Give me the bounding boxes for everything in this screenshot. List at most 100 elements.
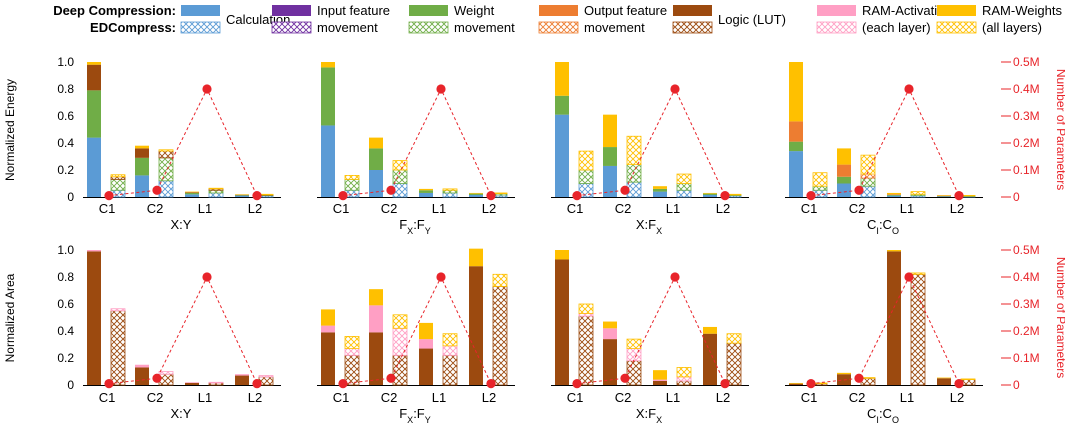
y2tick-label: 0.2M [1013, 324, 1040, 338]
params-point-C1 [338, 191, 348, 201]
category-label: C1 [567, 201, 584, 216]
bar-dc-L1-ramw [887, 250, 901, 252]
bar-ed-C1-wmov [812, 185, 828, 191]
bar-ed-L1-ramact [676, 376, 692, 382]
params-point-L2 [252, 379, 262, 389]
bar-ed-L1-logic [676, 380, 692, 386]
legend-swatch-dc-logic [673, 5, 712, 16]
panel-title-title_main: C [867, 217, 876, 232]
bar-dc-L1-logic [185, 382, 199, 385]
legend-label-ramw-line1: RAM-Weights [982, 3, 1062, 18]
panel-title-title_mid: :F [413, 406, 425, 421]
panel-title-title_sub2: O [892, 226, 899, 236]
y2tick-label: 0.1M [1013, 351, 1040, 365]
category-label: C1 [801, 390, 818, 405]
y2tick-label: 0.4M [1013, 82, 1040, 96]
legend-dc-label: Deep Compression: [53, 3, 176, 18]
bar-dc-L2-ramw [469, 248, 483, 267]
bar-dc-L1-outmov [887, 194, 901, 195]
ytick-label: 0 [67, 378, 74, 392]
bar-dc-L1-wmov [653, 188, 667, 192]
bar-ed-L2-logic [726, 342, 742, 386]
bar-ed-L1-wmov [442, 189, 458, 194]
params-point-C2 [152, 185, 162, 195]
params-point-C2 [854, 373, 864, 383]
bar-dc-C2-calc [603, 165, 617, 197]
bar-dc-L2-calc [937, 196, 951, 197]
bar-ed-C1-ramw [344, 335, 360, 349]
params-line [810, 87, 960, 197]
panel-title-title_sub2: X [656, 415, 662, 425]
bar-dc-C1-outmov [789, 121, 803, 142]
bar-ed-L1-ramact [442, 345, 458, 356]
bar-dc-L2-wmov [703, 193, 717, 195]
legend-swatch-ed-calc [180, 21, 221, 34]
bar-dc-C2-logic [135, 148, 149, 158]
panel-title-title_main: C [867, 406, 876, 421]
bar-ed-L1-calc [442, 192, 458, 198]
params-point-C2 [386, 373, 396, 383]
bar-ed-L1-ramw [442, 333, 458, 347]
category-label: L1 [432, 201, 446, 216]
legend-label-outmov-line2: movement [584, 20, 645, 35]
params-point-L2 [720, 191, 730, 201]
params-point-L1 [436, 272, 446, 282]
params-point-L1 [202, 84, 212, 94]
panel-title: FX:FY [399, 406, 431, 425]
panel-area-3: C1 C2 L1 L2 X:FX [551, 250, 749, 425]
bar-dc-L2-logic [703, 333, 717, 385]
category-label: L1 [198, 390, 212, 405]
bar-dc-L1-wmov [887, 194, 901, 196]
panel-title-title_sub1: I [876, 226, 879, 236]
panel-area-1: C1 C2 L1 L2 X:Y [83, 250, 281, 421]
legend-swatch-ed-outmov [538, 21, 579, 34]
panel-title-title_main: F [399, 217, 407, 232]
bar-ed-L1-ramact [208, 381, 224, 384]
params-point-L2 [486, 191, 496, 201]
panel-title-title_main: F [399, 406, 407, 421]
bar-dc-C2-calc [837, 183, 851, 197]
params-point-C1 [572, 191, 582, 201]
ytick-label: 0.2 [57, 351, 74, 365]
bar-ed-C1-logic [110, 310, 126, 386]
ytick-label: 0.2 [57, 163, 74, 177]
legend-ed-label: EDCompress: [90, 20, 176, 35]
bar-ed-C1-ramact [578, 313, 594, 317]
category-label: C2 [615, 390, 632, 405]
bar-dc-L1-ramw [653, 370, 667, 380]
bar-dc-C1-wmov [789, 141, 803, 152]
bar-ed-L1-calc [676, 189, 692, 198]
bar-dc-L1-wmov [419, 190, 433, 193]
bar-dc-C2-ramact [369, 305, 383, 333]
bar-dc-L1-logic [653, 380, 667, 385]
panel-energy-3: C1 C2 L1 L2 X:FX [551, 62, 749, 236]
bar-dc-C1-wmov [87, 90, 101, 138]
legend-label-ramw-line2: (all layers) [982, 20, 1042, 35]
category-label: L2 [248, 201, 262, 216]
bar-dc-L1-logic [185, 192, 199, 193]
bar-ed-L2-ramw [492, 192, 508, 195]
bar-dc-C1-ramact [87, 250, 101, 252]
bar-dc-L2-logic [469, 266, 483, 385]
bar-dc-C1-ramw [321, 309, 335, 326]
category-label: L2 [482, 390, 496, 405]
panel-title-title_sub2: Y [425, 415, 431, 425]
bar-dc-C2-outmov [837, 164, 851, 177]
legend-label-wmov-line2: movement [454, 20, 515, 35]
bar-dc-C1-calc [87, 137, 101, 197]
panel-title: X:Y [171, 217, 192, 232]
params-point-L2 [720, 379, 730, 389]
params-point-L1 [436, 84, 446, 94]
bar-dc-L2-calc [469, 194, 483, 197]
legend-swatch-ed-inmov [271, 21, 312, 34]
bar-ed-C2-logic [158, 150, 174, 159]
bar-dc-C1-ramw [789, 62, 803, 122]
category-label: L2 [950, 390, 964, 405]
params-line [810, 275, 960, 385]
bar-dc-C1-ramw [789, 382, 803, 384]
bar-dc-C2-ramw [603, 114, 617, 148]
panel-title: X:FX [636, 406, 662, 425]
bar-dc-L1-logic [887, 251, 901, 385]
params-line [576, 87, 726, 197]
bar-dc-L1-ramact [653, 379, 667, 381]
